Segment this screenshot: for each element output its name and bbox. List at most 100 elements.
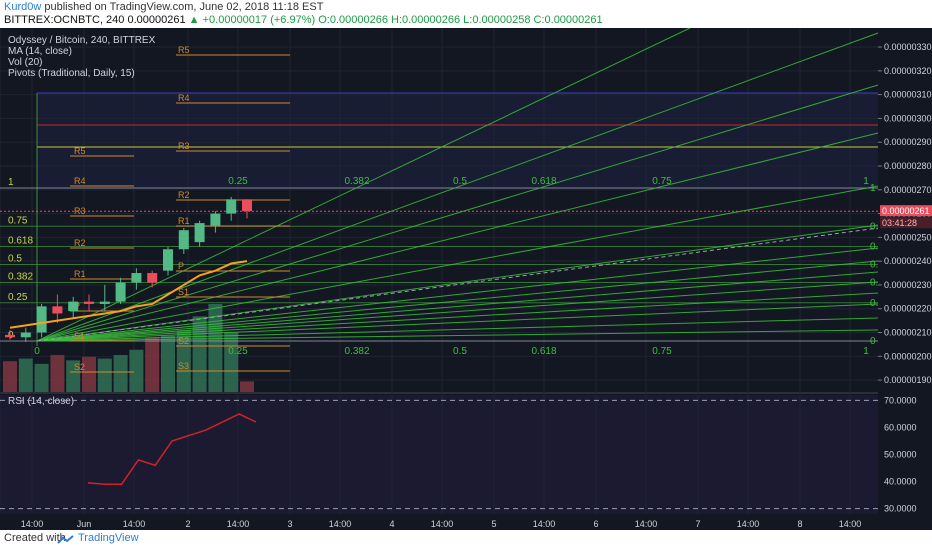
pivot-label-day2: P	[178, 261, 184, 271]
time-tick-label: 8	[797, 519, 802, 529]
legend-item: Vol (20)	[8, 57, 42, 68]
rsi-pane-background	[0, 395, 878, 514]
volume-bar	[34, 363, 49, 392]
fib-left-label: 0.618	[8, 235, 33, 246]
pivot-label-day1: R3	[74, 206, 86, 216]
fib-right-label: 1	[870, 183, 876, 194]
rsi-tick-label: 50.0000	[884, 450, 917, 460]
rsi-tick-label: 60.0000	[884, 422, 917, 432]
time-tick-label: Jun	[77, 519, 92, 529]
pivot-label-day1: R5	[74, 146, 86, 156]
pivot-label-day2: R5	[178, 45, 190, 55]
price-tick-label: 0.00000290	[884, 137, 932, 147]
price-axis-background	[878, 28, 932, 518]
fan-line	[36, 185, 879, 342]
volume-bar	[18, 358, 33, 392]
fib-left-label: 0.5	[8, 254, 22, 265]
candle-body	[131, 273, 142, 283]
footer: Created with TradingView	[0, 530, 932, 550]
pivot-label-day1: R4	[74, 176, 86, 186]
countdown-tag	[880, 217, 932, 229]
fib-top-label: 0.382	[344, 176, 369, 187]
fib-bottom-label: 0.75	[652, 346, 672, 357]
time-tick-label: 6	[593, 519, 598, 529]
fib-left-label: 0.382	[8, 272, 33, 283]
volume-bar	[192, 316, 207, 392]
pivot-label-day2: S1	[178, 287, 189, 297]
fib-bottom-label: 1	[863, 346, 869, 357]
fib-left-label: 1	[8, 177, 14, 188]
fib-right-label: 0.	[870, 278, 878, 289]
fib-right-label: 0	[870, 336, 876, 347]
volume-bar	[240, 381, 254, 392]
published-info: published on TradingView.com, June 02, 2…	[44, 1, 324, 13]
rsi-tick-label: 40.0000	[884, 477, 917, 487]
time-tick-label: 14:00	[533, 519, 556, 529]
volume-bar	[66, 360, 81, 392]
fib-top-label: 0.5	[453, 176, 467, 187]
time-tick-label: 5	[491, 519, 496, 529]
fan-line	[36, 292, 879, 342]
current-price-label: 0.00000261	[882, 206, 930, 216]
candle-body	[163, 249, 173, 271]
pivot-label-day1: S2	[74, 362, 85, 372]
volume-bar	[97, 358, 112, 392]
volume-bar	[3, 361, 17, 392]
candle-body	[68, 301, 79, 312]
volume-bar	[224, 332, 239, 392]
volume-bar	[113, 355, 128, 392]
legend-item: Odyssey / Bitcoin, 240, BITTREX	[8, 35, 156, 46]
fib-top-label: 0.25	[228, 176, 248, 187]
legend-item: Pivots (Traditional, Daily, 15)	[8, 68, 135, 79]
pivot-label-day2: S3	[178, 361, 189, 371]
time-tick-label: 7	[695, 519, 700, 529]
candle-body	[5, 334, 15, 338]
fib-bottom-label: 0.382	[344, 346, 369, 357]
time-tick-label: 14:00	[21, 519, 44, 529]
volume-bar	[161, 335, 175, 392]
fib-top-label: 0.75	[652, 176, 672, 187]
fan-line	[36, 247, 879, 342]
tradingview-logo-icon	[57, 535, 74, 544]
current-price-tag	[880, 205, 932, 217]
price-tick-label: 0.00000190	[884, 375, 932, 385]
volume-bar	[50, 355, 65, 392]
pivot-label-day2: R3	[178, 141, 190, 151]
time-axis-background	[0, 518, 932, 530]
fan-line	[36, 281, 879, 342]
time-tick-label: 3	[287, 519, 292, 529]
pivot-label-day2: R4	[178, 93, 190, 103]
resistance-zone-background	[37, 93, 878, 189]
candle-body	[178, 230, 189, 250]
price-tick-label: 0.00000310	[884, 90, 932, 100]
fan-center-dashed	[36, 227, 879, 342]
symbol-name: BITTREX:OCNBTC, 240	[4, 14, 125, 26]
chart-area[interactable]: 110.750.0.6180.0.50.0.3820.0.250.000.250…	[0, 27, 932, 530]
price-tick-label: 0.00000210	[884, 328, 932, 338]
price-tick-label: 0.00000280	[884, 161, 932, 171]
price-tick-label: 0.00000240	[884, 256, 932, 266]
candle-body	[194, 223, 205, 243]
price-tick-label: 0.00000230	[884, 280, 932, 290]
price-tick-label: 0.00000250	[884, 232, 932, 242]
candle-body	[99, 301, 110, 304]
fib-right-label: 0.	[870, 221, 878, 232]
fib-bottom-label: 0.25	[228, 346, 248, 357]
fan-line	[36, 317, 879, 342]
time-tick-label: 14:00	[839, 519, 862, 529]
rsi-tick-label: 30.0000	[884, 504, 917, 514]
fib-left-label: 0.75	[8, 215, 28, 226]
pivot-label-day1: S1	[74, 331, 85, 341]
chart-svg[interactable]: 110.750.0.6180.0.50.0.3820.0.250.000.250…	[0, 27, 932, 530]
candle-body	[210, 213, 221, 226]
ma-line	[9, 260, 248, 329]
time-tick-label: 14:00	[329, 519, 352, 529]
tradingview-brand[interactable]: TradingView	[78, 532, 139, 544]
symbol-line: BITTREX:OCNBTC, 240 0.00000261 ▲ +0.0000…	[4, 14, 603, 26]
price-tick-label: 0.00000220	[884, 304, 932, 314]
publish-line: Kurd0w published on TradingView.com, Jun…	[4, 1, 323, 13]
fan-line	[36, 303, 879, 342]
fib-left-label: 0.25	[8, 292, 28, 303]
author-link[interactable]: Kurd0w	[4, 1, 42, 13]
rsi-label: RSI (14, close)	[8, 396, 74, 407]
